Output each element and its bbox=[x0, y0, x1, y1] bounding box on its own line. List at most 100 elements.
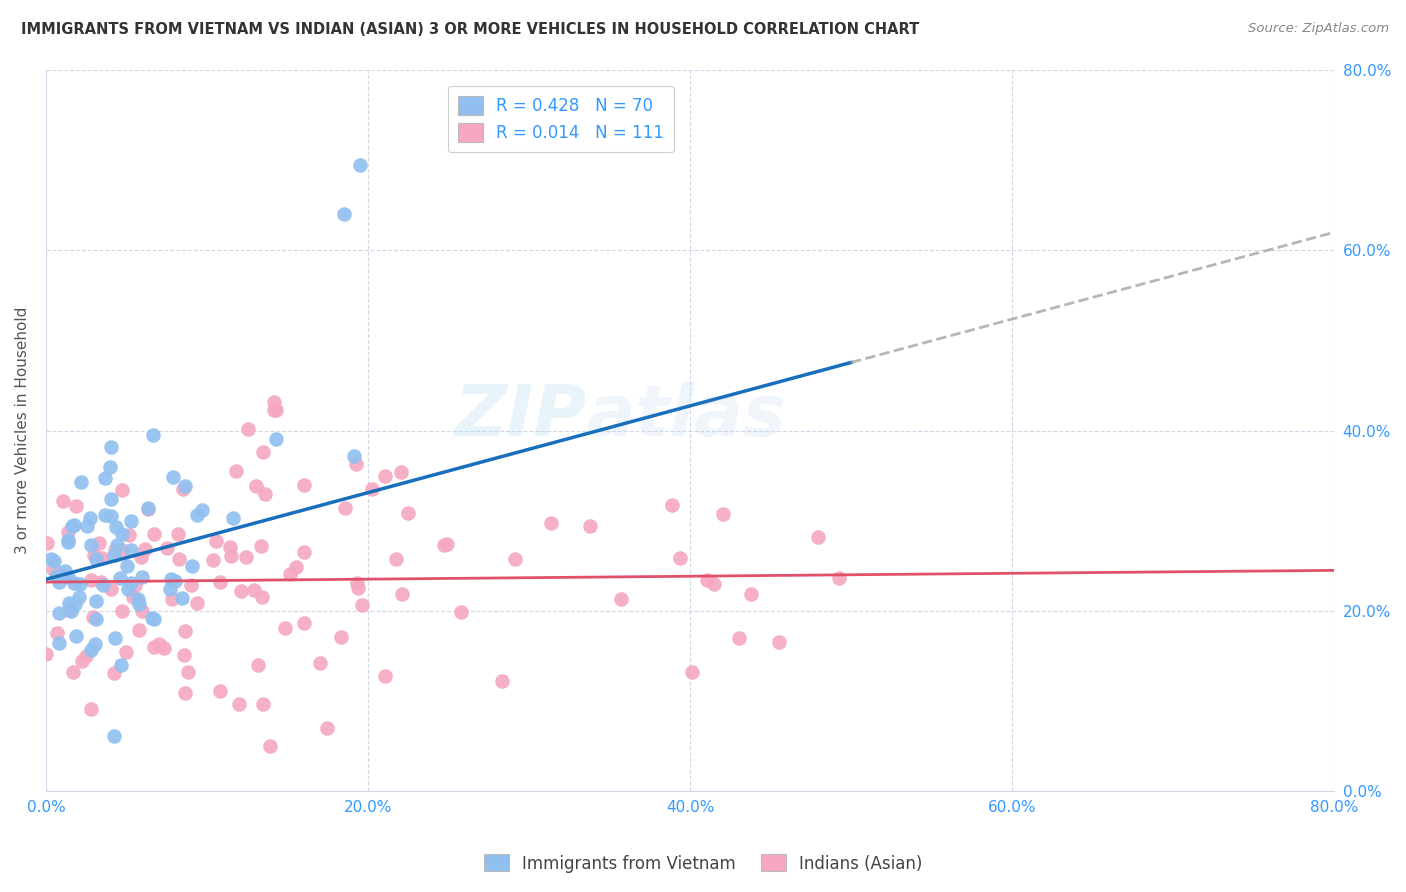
Point bbox=[91, 578, 114, 592]
Point bbox=[84, 551, 107, 566]
Point bbox=[45, 569, 67, 583]
Point bbox=[347, 581, 370, 595]
Point bbox=[41, 562, 63, 576]
Point bbox=[120, 543, 142, 558]
Point bbox=[274, 621, 297, 635]
Point bbox=[160, 592, 183, 607]
Point bbox=[35, 536, 58, 550]
Point bbox=[250, 590, 273, 604]
Point bbox=[80, 701, 103, 715]
Point bbox=[219, 549, 242, 564]
Point bbox=[58, 534, 80, 549]
Point bbox=[162, 469, 184, 483]
Point bbox=[110, 483, 132, 498]
Point bbox=[80, 538, 103, 552]
Text: IMMIGRANTS FROM VIETNAM VS INDIAN (ASIAN) 3 OR MORE VEHICLES IN HOUSEHOLD CORREL: IMMIGRANTS FROM VIETNAM VS INDIAN (ASIAN… bbox=[21, 22, 920, 37]
Point bbox=[128, 598, 150, 612]
Point bbox=[100, 582, 122, 596]
Point bbox=[148, 637, 170, 651]
Point bbox=[167, 551, 190, 566]
Point bbox=[578, 519, 600, 533]
Point bbox=[115, 644, 138, 658]
Point bbox=[180, 578, 202, 592]
Point bbox=[142, 640, 165, 655]
Point bbox=[343, 449, 366, 463]
Point bbox=[172, 482, 194, 496]
Point bbox=[391, 465, 413, 479]
Point bbox=[100, 440, 122, 454]
Point bbox=[48, 606, 70, 620]
Point bbox=[374, 669, 396, 683]
Point bbox=[333, 207, 356, 221]
Point bbox=[204, 533, 226, 548]
Point bbox=[159, 582, 181, 596]
Point bbox=[94, 508, 117, 522]
Point bbox=[153, 641, 176, 656]
Point bbox=[264, 403, 287, 417]
Point bbox=[292, 616, 315, 631]
Point bbox=[166, 527, 188, 541]
Point bbox=[346, 575, 368, 590]
Point bbox=[540, 516, 562, 531]
Point bbox=[103, 665, 125, 680]
Point bbox=[156, 541, 179, 555]
Point bbox=[396, 506, 419, 520]
Point bbox=[104, 631, 127, 645]
Point bbox=[48, 575, 70, 590]
Point bbox=[111, 604, 134, 618]
Point bbox=[768, 635, 790, 649]
Point bbox=[52, 494, 75, 508]
Point bbox=[60, 519, 83, 533]
Text: Source: ZipAtlas.com: Source: ZipAtlas.com bbox=[1249, 22, 1389, 36]
Point bbox=[263, 403, 285, 417]
Point bbox=[134, 541, 156, 556]
Point bbox=[292, 478, 315, 492]
Point bbox=[209, 683, 232, 698]
Point bbox=[53, 564, 76, 578]
Point bbox=[228, 697, 250, 711]
Point bbox=[142, 527, 165, 541]
Point bbox=[84, 612, 107, 626]
Point bbox=[329, 630, 352, 644]
Point bbox=[173, 648, 195, 662]
Point bbox=[344, 457, 367, 471]
Point bbox=[111, 527, 134, 541]
Point bbox=[436, 537, 458, 551]
Point bbox=[104, 542, 127, 557]
Point bbox=[610, 591, 633, 606]
Point bbox=[703, 577, 725, 591]
Point bbox=[35, 648, 58, 662]
Point bbox=[350, 598, 373, 612]
Point bbox=[69, 577, 91, 591]
Point bbox=[58, 569, 80, 583]
Point bbox=[56, 524, 79, 539]
Point bbox=[75, 649, 97, 664]
Point bbox=[222, 511, 245, 525]
Point bbox=[115, 558, 138, 573]
Point bbox=[807, 530, 830, 544]
Point bbox=[131, 604, 153, 618]
Point bbox=[48, 636, 70, 650]
Point bbox=[100, 491, 122, 506]
Point bbox=[76, 519, 98, 533]
Legend: Immigrants from Vietnam, Indians (Asian): Immigrants from Vietnam, Indians (Asian) bbox=[477, 847, 929, 880]
Point bbox=[246, 658, 269, 673]
Point bbox=[65, 629, 87, 643]
Point bbox=[292, 544, 315, 558]
Point bbox=[136, 500, 159, 515]
Point bbox=[82, 609, 104, 624]
Point bbox=[173, 686, 195, 700]
Point bbox=[103, 729, 125, 743]
Point bbox=[201, 552, 224, 566]
Point bbox=[681, 665, 703, 680]
Point bbox=[159, 573, 181, 587]
Point bbox=[90, 550, 112, 565]
Point bbox=[740, 587, 762, 601]
Point bbox=[360, 482, 382, 496]
Point bbox=[828, 570, 851, 584]
Point bbox=[231, 583, 253, 598]
Point bbox=[218, 540, 240, 554]
Point bbox=[58, 603, 80, 617]
Point bbox=[309, 656, 332, 670]
Point bbox=[333, 501, 356, 516]
